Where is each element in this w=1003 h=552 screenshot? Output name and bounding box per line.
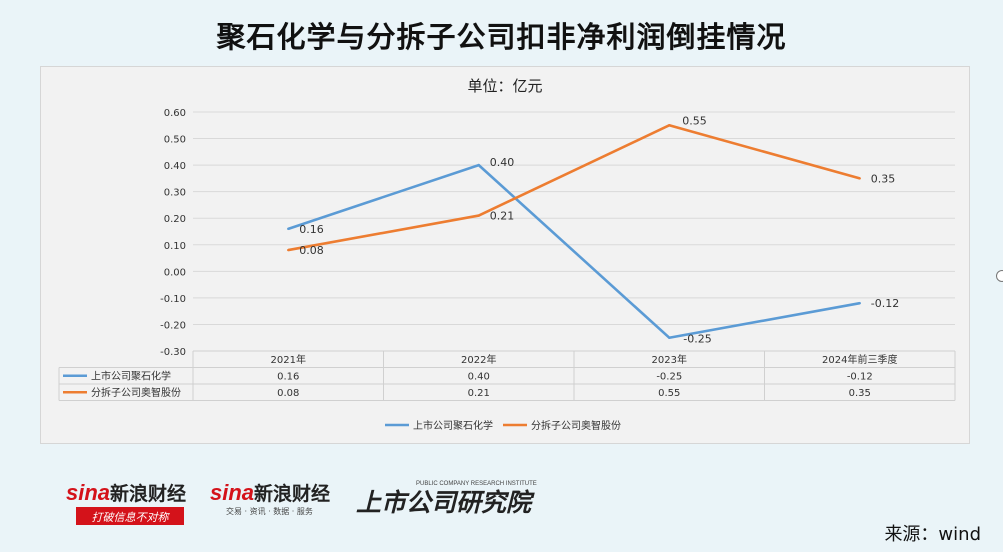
series-point — [858, 302, 861, 305]
data-label: 0.16 — [299, 223, 324, 236]
series-point — [477, 163, 480, 167]
y-tick-label: 0.40 — [164, 161, 186, 172]
y-tick-label: 0.10 — [164, 241, 186, 252]
research-cn-text: 上市公司研究院 — [356, 488, 535, 517]
data-label: 0.21 — [490, 210, 515, 223]
table-cell-value: 0.16 — [277, 372, 299, 383]
data-label: 0.40 — [490, 156, 515, 169]
sina-sub-text: 交易 · 资讯 · 数据 · 服务 — [226, 506, 313, 516]
y-tick-label: 0.30 — [164, 188, 186, 199]
y-tick-label: -0.10 — [160, 294, 186, 305]
table-series-name: 分拆子公司奥智股份 — [91, 386, 181, 399]
x-category-label: 2024年前三季度 — [822, 353, 897, 366]
series-line — [288, 123, 861, 252]
research-en-text: PUBLIC COMPANY RESEARCH INSTITUTE — [416, 481, 537, 487]
data-label: 0.55 — [682, 114, 707, 127]
chart-title: 单位：亿元 — [467, 77, 542, 95]
table-cell-value: 0.08 — [277, 388, 299, 399]
resize-handle[interactable] — [996, 270, 1003, 282]
series-point — [858, 177, 861, 180]
table-cell-value: 0.40 — [468, 372, 490, 383]
y-tick-label: 0.20 — [164, 214, 186, 225]
sina-brand-text: sina — [66, 480, 110, 505]
y-tick-label: -0.20 — [160, 320, 186, 331]
series-point — [668, 336, 671, 339]
page-title: 聚石化学与分拆子公司扣非净利润倒挂情况 — [216, 20, 787, 54]
chart-panel: 单位：亿元 0.60 0.50 0.40 0.30 0.20 0.10 0.00 -0.10 -0… — [40, 66, 970, 444]
sina-cn-text-2: 新浪财经 — [254, 482, 330, 505]
source-note: 来源：wind — [884, 524, 981, 545]
table-cell-value: 0.55 — [658, 388, 680, 399]
table-cell-value: 0.21 — [468, 388, 490, 399]
legend-label: 上市公司聚石化学 — [413, 419, 493, 432]
table-cell-value: -0.12 — [847, 372, 873, 383]
sina-brand-text-2: sina — [210, 480, 254, 505]
table-series-name: 上市公司聚石化学 — [91, 370, 171, 383]
data-label: -0.25 — [683, 333, 711, 346]
legend-label: 分拆子公司奥智股份 — [531, 419, 621, 432]
data-label: 0.35 — [871, 172, 896, 185]
x-category-label: 2022年 — [461, 353, 496, 366]
y-tick-label: -0.30 — [160, 347, 186, 358]
x-category-label: 2021年 — [271, 353, 306, 366]
series-point — [287, 227, 290, 231]
line-chart: 单位：亿元 0.60 0.50 0.40 0.30 0.20 0.10 0.00 -0.10 -0… — [58, 77, 956, 432]
y-tick-label: 0.60 — [164, 108, 186, 119]
data-label: 0.08 — [299, 244, 324, 257]
series-line — [287, 163, 860, 340]
sina-slogan-text: 打破信息不对称 — [92, 511, 171, 524]
sina-cn-text: 新浪财经 — [110, 482, 186, 505]
series-point — [287, 248, 290, 252]
table-cell-value: 0.35 — [849, 388, 871, 399]
slogan-box — [76, 507, 184, 525]
x-category-label: 2023年 — [652, 353, 687, 366]
research-institute-logo: PUBLIC COMPANY RESEARCH INSTITUTE 上市公司研究… — [356, 481, 537, 517]
series-point — [477, 214, 480, 217]
series-point — [668, 124, 671, 127]
table-cell-value: -0.25 — [656, 372, 682, 383]
y-tick-label: 0.00 — [164, 267, 186, 278]
y-tick-label: 0.50 — [164, 135, 186, 146]
sina-finance-logo: sina 新浪财经 打破信息不对称 — [66, 480, 186, 525]
data-label: -0.12 — [871, 297, 899, 310]
sina-finance-logo-2: sina 新浪财经 交易 · 资讯 · 数据 · 服务 — [210, 480, 330, 516]
